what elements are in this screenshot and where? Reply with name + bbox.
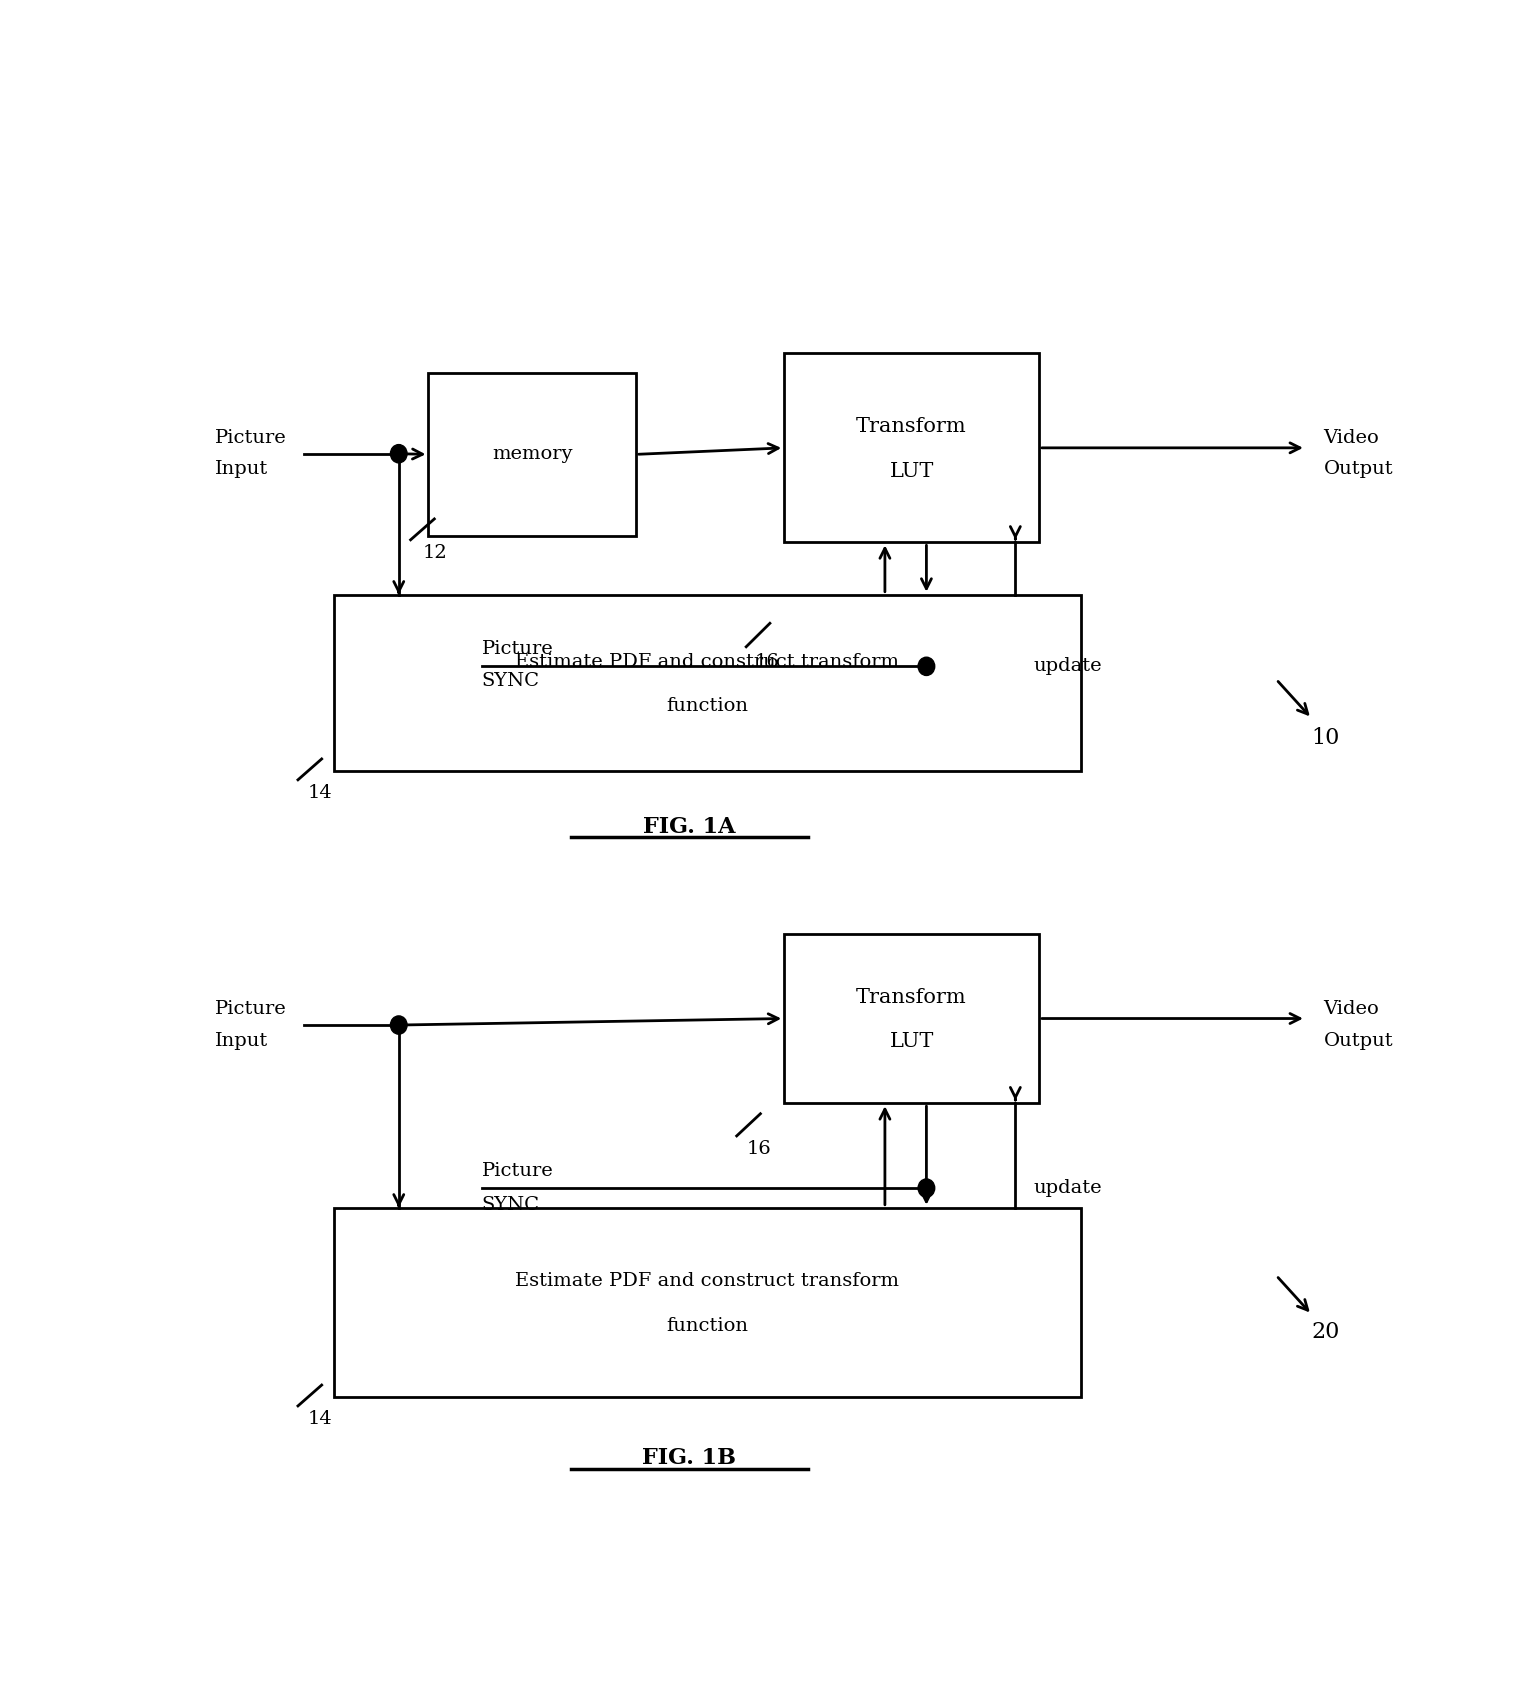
Text: Output: Output [1323, 1032, 1394, 1050]
Text: Picture: Picture [482, 640, 554, 659]
Text: 12: 12 [422, 544, 447, 562]
Text: FIG. 1B: FIG. 1B [643, 1447, 736, 1469]
Text: Output: Output [1323, 461, 1394, 478]
Text: LUT: LUT [889, 1033, 933, 1052]
Text: SYNC: SYNC [482, 673, 540, 689]
FancyBboxPatch shape [334, 1208, 1080, 1398]
Text: function: function [666, 1316, 748, 1335]
Text: FIG. 1A: FIG. 1A [643, 817, 736, 839]
Circle shape [390, 1016, 407, 1033]
Text: 16: 16 [747, 1140, 771, 1159]
Text: SYNC: SYNC [482, 1196, 540, 1215]
Text: Input: Input [214, 461, 268, 478]
Text: Video: Video [1323, 429, 1380, 447]
Circle shape [918, 657, 935, 676]
FancyBboxPatch shape [334, 595, 1080, 771]
Text: update: update [1033, 1179, 1102, 1198]
Text: function: function [666, 698, 748, 715]
Text: 20: 20 [1311, 1321, 1340, 1343]
Text: 16: 16 [754, 654, 779, 671]
Text: memory: memory [493, 446, 572, 464]
Text: 14: 14 [308, 1409, 332, 1428]
Text: LUT: LUT [889, 462, 933, 481]
Circle shape [390, 444, 407, 462]
Text: Transform: Transform [857, 988, 967, 1008]
Text: update: update [1033, 657, 1102, 676]
Text: 14: 14 [308, 784, 332, 801]
Text: Estimate PDF and construct transform: Estimate PDF and construct transform [516, 652, 900, 671]
Circle shape [918, 1179, 935, 1198]
FancyBboxPatch shape [783, 933, 1039, 1103]
FancyBboxPatch shape [428, 373, 636, 535]
FancyBboxPatch shape [783, 354, 1039, 542]
Text: Video: Video [1323, 1001, 1380, 1018]
Text: 10: 10 [1311, 727, 1340, 749]
Text: Transform: Transform [857, 417, 967, 437]
Text: Picture: Picture [214, 429, 286, 447]
Text: Estimate PDF and construct transform: Estimate PDF and construct transform [516, 1272, 900, 1291]
Text: Picture: Picture [482, 1162, 554, 1181]
Text: Input: Input [214, 1032, 268, 1050]
Text: Picture: Picture [214, 1001, 286, 1018]
